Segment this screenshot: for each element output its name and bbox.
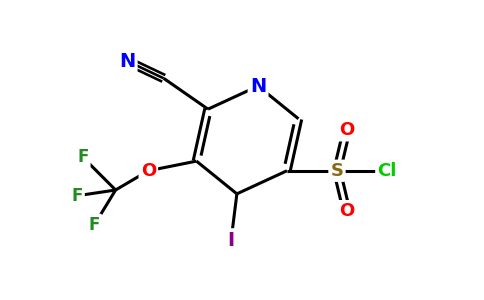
Text: Cl: Cl [378, 162, 397, 180]
Text: F: F [89, 216, 100, 234]
Text: O: O [339, 121, 354, 139]
Text: I: I [227, 230, 235, 250]
Text: O: O [141, 162, 156, 180]
Text: O: O [339, 202, 354, 220]
Text: N: N [119, 52, 136, 70]
Text: F: F [72, 187, 83, 205]
Text: N: N [250, 76, 266, 95]
Text: S: S [331, 162, 344, 180]
Text: F: F [77, 148, 89, 166]
